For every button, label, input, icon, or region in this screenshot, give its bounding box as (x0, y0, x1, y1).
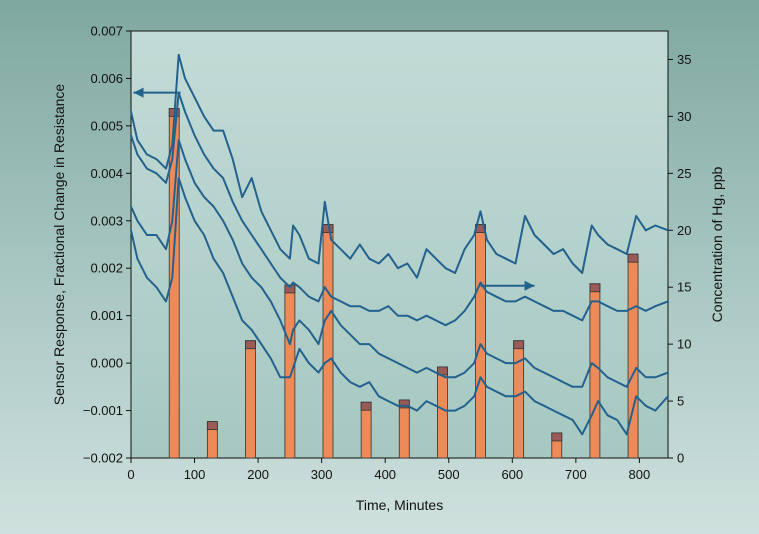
annotations (133, 87, 535, 291)
y-axis-left: 0.007 0.006 0.005 0.004 0.003 0.002 0.001 0.000… (83, 24, 131, 466)
bar-cap (245, 340, 256, 350)
bar (322, 224, 334, 459)
y-right-tick-label: 25 (677, 166, 691, 181)
bar (513, 340, 525, 459)
bar (284, 284, 296, 459)
x-tick-label: 600 (501, 467, 523, 482)
x-tick-label: 700 (565, 467, 587, 482)
y-right-tick-label: 30 (677, 109, 691, 124)
x-tick-label: 0 (127, 467, 134, 482)
bar-cap (398, 399, 410, 409)
y-left-tick-label: 0.001 (90, 308, 123, 323)
x-tick-label: 400 (374, 467, 396, 482)
bar-cap (627, 253, 639, 263)
y-left-tick-label: 0.004 (90, 166, 123, 181)
x-tick-label: 800 (629, 467, 651, 482)
y-axis-right-title: Concentration of Hg, ppb (709, 166, 725, 322)
y-axis-left-title: Sensor Response, Fractional Change in Re… (51, 84, 67, 406)
bar-cap (284, 284, 296, 294)
x-axis-title: Time, Minutes (356, 497, 443, 513)
y-right-tick-label: 35 (677, 52, 691, 67)
x-tick-label: 100 (184, 467, 206, 482)
y-left-tick-label: 0.007 (90, 24, 123, 39)
right-axis-arrow-head (524, 280, 535, 291)
bar (627, 253, 639, 459)
x-axis: 0 100 200 300 400 500 600 700 800 (127, 458, 650, 482)
y-right-tick-label: 10 (677, 337, 691, 352)
y-right-tick-label: 5 (677, 394, 684, 409)
line-series (130, 53, 669, 436)
line-series-4 (130, 177, 669, 436)
bar (475, 224, 486, 459)
x-tick-label: 200 (247, 467, 269, 482)
bar-series (168, 108, 639, 459)
y-right-tick-label: 0 (677, 451, 684, 466)
bar (245, 340, 256, 459)
y-right-tick-label: 20 (677, 223, 691, 238)
bar-cap (360, 401, 372, 411)
bar-cap (513, 340, 525, 350)
line-series-1 (130, 53, 669, 279)
x-tick-label: 500 (438, 467, 460, 482)
bar-cap (551, 432, 563, 442)
y-left-tick-label: −0.001 (83, 403, 123, 418)
bar (436, 366, 448, 459)
y-left-tick-label: 0.002 (90, 261, 123, 276)
line-series-2 (130, 91, 669, 327)
y-axis-right: 35 30 25 20 15 10 5 0 (668, 52, 691, 466)
x-tick-label: 300 (311, 467, 333, 482)
y-left-tick-label: 0.005 (90, 118, 123, 133)
y-right-tick-label: 15 (677, 280, 691, 295)
y-left-tick-label: 0.003 (90, 213, 123, 228)
y-left-tick-label: 0.006 (90, 71, 123, 86)
y-left-tick-label: −0.002 (83, 451, 123, 466)
bar (589, 283, 601, 459)
bar-cap (589, 283, 601, 293)
line-series-3 (130, 139, 669, 388)
bar-cap (206, 421, 218, 430)
bar (398, 399, 410, 459)
left-axis-arrow-head (133, 87, 144, 98)
y-left-tick-label: 0.000 (90, 356, 123, 371)
